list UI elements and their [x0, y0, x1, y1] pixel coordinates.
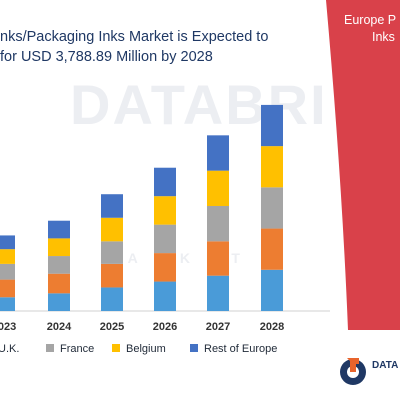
side-panel-line-1: Europe P [344, 13, 397, 27]
bar-segment-2024-france [48, 256, 70, 274]
side-panel-shape [326, 0, 400, 330]
legend-item-rest-of-europe: Rest of Europe [190, 342, 277, 356]
stacked-bar-chart: 2023 2024 2025 2026 2027 2028 [0, 104, 330, 333]
bar-segment-2027-rest-of-europe [207, 135, 229, 171]
watermark: DATABRI [70, 73, 328, 136]
bar-segment-2025-france [101, 241, 123, 264]
bar-segment-2023-u-k- [0, 297, 15, 311]
legend-item-belgium: Belgium [112, 342, 166, 356]
bar-segment-2025-series-2 [101, 263, 123, 288]
bar-segment-2024-rest-of-europe [48, 220, 70, 239]
x-tick-label-2023: 2023 [0, 321, 16, 333]
bar-segment-2023-rest-of-europe [0, 235, 15, 250]
x-tick-label-2024: 2024 [47, 321, 72, 333]
side-panel-title: Europe P Inks [344, 12, 396, 46]
databridge-logo-icon [340, 358, 366, 385]
legend-label-france: France [60, 343, 95, 355]
bar-segment-2024-belgium [48, 238, 70, 257]
bar-segment-2025-rest-of-europe [101, 194, 123, 218]
bar-segment-2027-series-2 [207, 241, 229, 276]
x-tick-label-2028: 2028 [260, 321, 284, 333]
chart-title: nks/Packaging Inks Market is Expected to… [0, 27, 300, 67]
bar-segment-2024-series-2 [48, 273, 70, 294]
bar-segment-2023-france [0, 263, 15, 280]
legend-label-rest-of-europe: Rest of Europe [204, 343, 278, 355]
logo-text: DATA [372, 360, 399, 371]
bar-segment-2026-series-2 [154, 253, 176, 282]
bar-segment-2028-france [261, 187, 283, 229]
bar-segment-2028-belgium [261, 146, 283, 188]
side-panel-line-2: Inks [372, 30, 395, 44]
bar-segment-2025-u-k- [101, 287, 123, 311]
legend-swatch-belgium [112, 344, 120, 352]
legend-item-uk: U.K. [0, 342, 19, 356]
bar-segment-2026-rest-of-europe [154, 167, 176, 197]
side-panel: Europe P Inks [326, 0, 400, 400]
bar-segment-2025-belgium [101, 217, 123, 242]
bar-segment-2026-france [154, 224, 176, 254]
legend-label-uk: U.K. [0, 343, 20, 355]
bar-segment-2027-u-k- [207, 275, 229, 311]
bar-segment-2023-series-2 [0, 279, 15, 298]
bar-segment-2024-u-k- [48, 293, 70, 311]
bar-segment-2026-u-k- [154, 281, 176, 311]
bar-segment-2027-france [207, 205, 229, 242]
x-tick-label-2025: 2025 [100, 321, 124, 333]
legend-item-france: France [46, 342, 94, 356]
bar-segment-2027-belgium [207, 170, 229, 206]
chart-title-line-1: nks/Packaging Inks Market is Expected to [0, 29, 269, 45]
legend-swatch-rest-of-europe [190, 344, 198, 352]
bar-segment-2028-rest-of-europe [261, 104, 283, 147]
legend-swatch-france [46, 344, 54, 352]
bar-segment-2028-series-2 [261, 228, 283, 270]
chart-title-line-2: for USD 3,788.89 Million by 2028 [0, 49, 213, 65]
x-tick-label-2026: 2026 [153, 321, 177, 333]
chart-legend: U.K. France Belgium Rest of Europe [0, 342, 330, 356]
bar-segment-2023-belgium [0, 249, 15, 264]
x-tick-label-2027: 2027 [206, 321, 230, 333]
bar-segment-2026-belgium [154, 196, 176, 225]
legend-label-belgium: Belgium [126, 343, 166, 355]
bar-segment-2028-u-k- [261, 269, 283, 311]
